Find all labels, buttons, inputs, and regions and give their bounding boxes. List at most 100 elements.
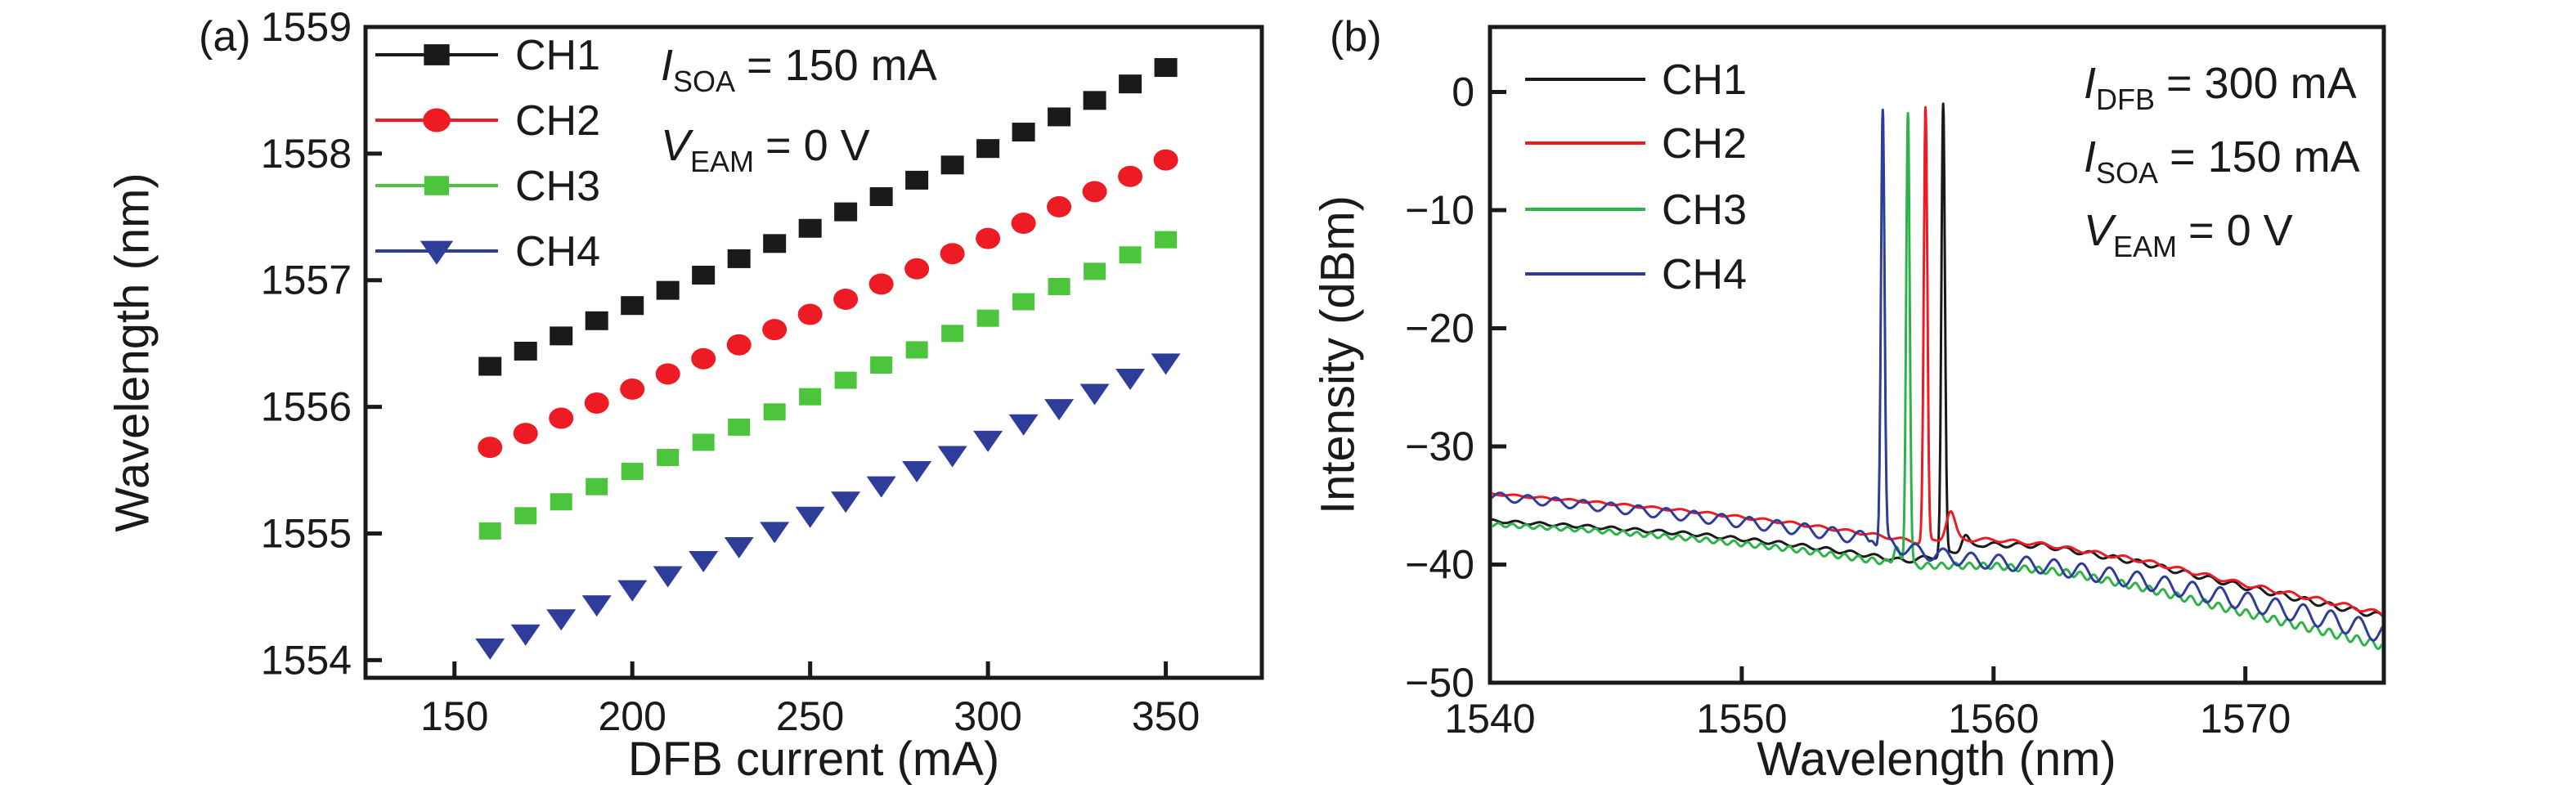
- y-tick-label: −10: [1405, 187, 1474, 233]
- ch2-point: [1082, 181, 1107, 203]
- legend-item-ch3: CH3: [375, 163, 600, 210]
- y-tick-label: 1556: [261, 384, 352, 430]
- y-tick-label: 1555: [261, 510, 352, 556]
- legend-label: CH2: [515, 97, 600, 145]
- ch1-point: [656, 280, 680, 300]
- ch1-point: [763, 234, 787, 253]
- ch1-point: [727, 249, 751, 268]
- ch3-point: [586, 477, 608, 495]
- annotation-subscript: SOA: [2096, 156, 2158, 190]
- ch4-point: [689, 550, 719, 572]
- condition-annotation: ISOA = 150 mA: [2084, 132, 2360, 190]
- ch1-point: [976, 139, 1000, 159]
- ch2-point: [1047, 195, 1072, 217]
- ch3-point: [1119, 246, 1142, 264]
- ch4-point: [902, 461, 932, 483]
- legend-item-ch4: CH4: [375, 228, 600, 276]
- ch3-point: [763, 403, 786, 421]
- annotation-value: = 300 mA: [2166, 59, 2357, 108]
- ch2-point: [1011, 213, 1036, 235]
- condition-annotation: IDFB = 300 mA: [2084, 59, 2357, 116]
- y-tick-label: −20: [1405, 305, 1474, 351]
- ch1-point: [869, 187, 893, 207]
- ch3-series: [478, 231, 1178, 540]
- y-tick-label: −50: [1405, 660, 1474, 706]
- ch2-spectrum: [1492, 105, 2382, 616]
- ch2-point: [584, 392, 609, 414]
- panel-b: 1540 1550 1560 1570 0 −10 −20 −30 −40 −50 CH1 CH2 CH…: [1405, 25, 2386, 742]
- ch2-point: [762, 319, 788, 341]
- legend-marker: [423, 108, 451, 132]
- ch3-point: [1084, 262, 1106, 280]
- ch4-point: [724, 536, 754, 558]
- y-tick-label: 1554: [261, 637, 352, 683]
- ch2-point: [655, 363, 680, 385]
- legend-marker: [424, 44, 450, 65]
- annotation-symbol: I: [2084, 132, 2096, 182]
- y-tick-label: 1558: [261, 131, 352, 177]
- annotation-symbol: V: [2084, 206, 2117, 255]
- y-tick-label: 0: [1452, 69, 1474, 114]
- ch1-point: [1012, 123, 1035, 142]
- ch3-point: [657, 449, 680, 467]
- legend-label: CH1: [515, 32, 600, 79]
- x-tick-label: 350: [1132, 693, 1200, 739]
- legend-item-ch4: CH4: [1525, 251, 1747, 298]
- annotation-subscript: EAM: [690, 145, 754, 178]
- panel-a: 150 200 250 300 350 1554 1555 1556 1557 1558 1559 C…: [261, 4, 1264, 739]
- x-tick-label: 1540: [1444, 696, 1535, 742]
- ch4-point: [760, 522, 790, 544]
- ch3-spectrum: [1492, 112, 2382, 650]
- ch1-point: [514, 341, 537, 361]
- ch1-point: [834, 202, 858, 222]
- ch3-point: [478, 522, 501, 540]
- ch2-point: [549, 407, 574, 429]
- ch1-point: [478, 356, 502, 376]
- x-tick-label: 1570: [2200, 696, 2291, 742]
- legend-label: CH3: [1662, 186, 1747, 234]
- x-tick-label: 1550: [1696, 696, 1787, 742]
- ch3-point: [976, 309, 999, 327]
- ch1-point: [940, 155, 964, 175]
- annotation-value: = 150 mA: [747, 41, 937, 90]
- ch3-point: [621, 463, 644, 481]
- ch2-point: [478, 437, 503, 459]
- ch4-point: [1008, 414, 1039, 436]
- annotation-subscript: DFB: [2096, 83, 2155, 116]
- legend-item-ch3: CH3: [1525, 186, 1747, 234]
- legend-marker: [424, 176, 450, 195]
- ch2-point: [797, 303, 823, 325]
- ch1-series: [478, 58, 1178, 376]
- ch2-point: [940, 243, 965, 265]
- ch4-point: [795, 506, 825, 528]
- ch2-point: [868, 273, 894, 295]
- y-tick-label: −40: [1405, 541, 1474, 587]
- ch2-series: [478, 149, 1178, 459]
- ch3-point: [905, 341, 928, 359]
- annotation-subscript: EAM: [2113, 230, 2177, 263]
- ch1-spectrum: [1492, 102, 2382, 617]
- annotation-symbol: V: [661, 121, 694, 170]
- ch3-point: [692, 433, 715, 451]
- ch2-point: [904, 258, 930, 280]
- ch1-point: [1119, 74, 1142, 94]
- panel-a-tag: (a): [199, 13, 251, 61]
- x-tick-label: 1560: [1948, 696, 2039, 742]
- panel-a-xaxis-title: DFB current (mA): [628, 733, 999, 786]
- x-tick-label: 300: [954, 693, 1021, 739]
- x-tick-label: 250: [776, 693, 844, 739]
- ch4-point: [1151, 353, 1181, 375]
- annotation-value: = 150 mA: [2170, 132, 2360, 182]
- ch2-point: [976, 227, 1001, 249]
- y-tick-label: 1557: [261, 258, 352, 303]
- ch2-point: [1153, 149, 1178, 171]
- legend-label: CH4: [515, 228, 600, 276]
- ch1-point: [798, 218, 822, 238]
- ch3-point: [799, 388, 822, 406]
- ch1-point: [621, 296, 644, 316]
- ch4-point: [475, 638, 505, 660]
- legend-label: CH3: [515, 163, 600, 210]
- ch3-point: [550, 493, 572, 511]
